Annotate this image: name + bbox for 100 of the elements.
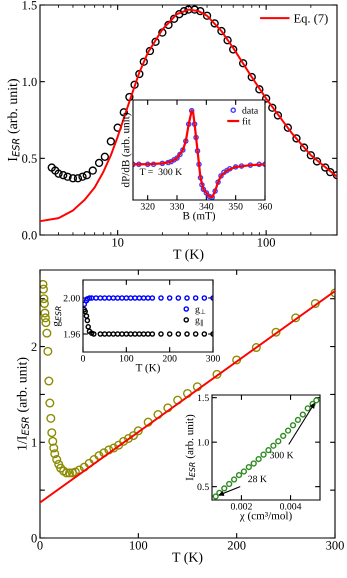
- point: [50, 449, 60, 458]
- point: [48, 436, 58, 446]
- point: [232, 355, 242, 364]
- point: [41, 318, 50, 328]
- x-tick-label: 100: [258, 238, 276, 247]
- point: [102, 295, 108, 301]
- point: [174, 155, 180, 161]
- point: [232, 164, 238, 170]
- point: [140, 295, 146, 301]
- legend-label: g$_{∥}$: [195, 318, 202, 326]
- y-tick-label: 1.0: [198, 439, 209, 446]
- point: [256, 162, 262, 168]
- point: [176, 295, 182, 301]
- x-tick-label: 200: [228, 541, 246, 550]
- point: [158, 295, 164, 301]
- annotation: 28 K: [248, 476, 267, 482]
- point: [45, 398, 54, 408]
- point: [56, 464, 66, 473]
- point: [180, 147, 186, 153]
- point: [128, 295, 134, 301]
- point: [198, 174, 204, 180]
- y-tick-label: 0.5: [197, 484, 209, 490]
- x-tick-label: 350: [228, 203, 243, 210]
- y-tick-label: 2: [32, 342, 37, 351]
- point: [91, 331, 97, 337]
- x-tick-label: 300: [326, 541, 344, 550]
- x-tick-label: 0: [80, 355, 86, 362]
- point: [202, 295, 208, 301]
- point: [144, 418, 153, 427]
- point: [124, 434, 134, 443]
- point: [86, 328, 92, 334]
- point: [186, 121, 192, 127]
- point: [119, 295, 125, 301]
- point: [194, 148, 200, 154]
- annotation: 300 K: [270, 452, 294, 458]
- point: [114, 440, 124, 450]
- point: [42, 328, 52, 338]
- point: [192, 331, 198, 337]
- point: [177, 152, 183, 158]
- point: [240, 468, 248, 475]
- point: [114, 295, 120, 301]
- point: [199, 182, 205, 188]
- x-axis-title: B (mT): [182, 212, 216, 222]
- point: [136, 295, 142, 301]
- x-axis-title: T (K): [173, 249, 204, 262]
- point: [221, 170, 227, 176]
- point: [144, 162, 150, 168]
- point: [59, 466, 68, 476]
- y-tick-label: 1.5: [22, 1, 37, 10]
- point: [150, 295, 156, 301]
- point: [44, 376, 54, 386]
- legend-label: fit: [242, 118, 251, 125]
- y-tick-label: 2.00: [64, 294, 80, 302]
- point: [248, 162, 254, 168]
- point: [171, 157, 177, 163]
- legend-label: data: [242, 106, 258, 114]
- point: [150, 331, 156, 337]
- point: [102, 331, 108, 337]
- point: [252, 343, 261, 352]
- point: [88, 330, 94, 336]
- point: [192, 295, 198, 301]
- point: [134, 426, 143, 436]
- y-axis-title: I$_{ESR}$ (arb. unit): [7, 79, 20, 162]
- point: [99, 448, 108, 458]
- y-tick-label: 1.5: [198, 394, 209, 402]
- point: [86, 295, 92, 301]
- point: [110, 295, 116, 301]
- point: [209, 194, 215, 200]
- x-tick-label: 100: [120, 355, 134, 362]
- point: [256, 456, 262, 462]
- annotation: T = 300 K: [140, 168, 182, 176]
- x-tick-label: 100: [130, 541, 148, 550]
- x-tick-label: 340: [200, 203, 214, 210]
- x-tick-label: 320: [140, 203, 155, 210]
- point: [304, 405, 311, 412]
- point: [98, 295, 104, 301]
- point: [227, 166, 233, 172]
- point: [136, 331, 142, 337]
- point: [226, 480, 232, 488]
- point: [136, 162, 142, 168]
- point: [215, 179, 221, 185]
- y-tick-label: 0.5: [22, 154, 37, 163]
- point: [275, 438, 282, 444]
- point: [230, 476, 238, 483]
- point: [280, 432, 286, 440]
- point: [124, 331, 130, 337]
- point: [124, 295, 130, 301]
- point: [183, 138, 189, 144]
- point: [202, 331, 208, 337]
- point: [290, 422, 296, 428]
- point: [236, 472, 242, 478]
- point: [43, 346, 52, 356]
- x-axis-title: T (K): [136, 364, 160, 374]
- x-tick-label: 200: [162, 355, 177, 362]
- y-tick-label: 0.0: [22, 231, 37, 240]
- point: [265, 447, 272, 454]
- y-tick-label: 1.96: [64, 330, 80, 338]
- point: [88, 295, 94, 301]
- point: [40, 298, 49, 308]
- point: [128, 331, 134, 337]
